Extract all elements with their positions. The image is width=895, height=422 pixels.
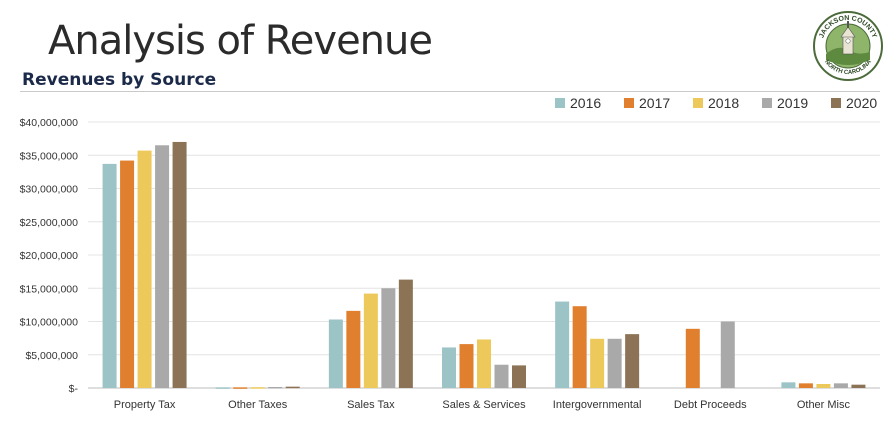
bar-2020 (512, 365, 526, 388)
y-tick-label: $- (69, 383, 79, 395)
y-axis-labels: $- $5,000,000 $10,000,000 $15,000,000 $20,00… (20, 117, 79, 395)
bar-2019 (381, 288, 396, 388)
bar-2018 (477, 339, 491, 388)
bar-2016 (102, 163, 117, 388)
x-axis-labels: Property Tax Other Taxes Sales Tax Sales & … (114, 399, 851, 411)
bar-2016 (442, 347, 456, 388)
title-divider (20, 91, 880, 92)
bar-2018 (250, 387, 265, 389)
legend-swatch-2016 (555, 98, 565, 108)
x-tick-label: Other Misc (797, 399, 851, 411)
bar-2020 (285, 386, 300, 389)
bar-2018 (363, 293, 378, 388)
bar-2017 (685, 328, 700, 388)
x-tick-label: Sales Tax (347, 399, 395, 411)
bar-2019 (720, 321, 735, 388)
bar-2017 (346, 310, 361, 388)
bar-2016 (215, 387, 230, 389)
x-tick-label: Sales & Services (442, 399, 526, 411)
bar-2020 (172, 141, 187, 388)
bar-2019 (155, 145, 170, 388)
legend-swatch-2020 (831, 98, 841, 108)
bar-2017 (120, 160, 135, 388)
legend-swatch-2019 (762, 98, 772, 108)
bar-2018 (137, 150, 152, 388)
bar-2017 (798, 383, 813, 388)
bar-2019 (268, 387, 283, 389)
legend-swatch-2017 (624, 98, 634, 108)
legend-label-2016: 2016 (570, 95, 601, 111)
y-tick-label: $20,000,000 (20, 250, 79, 262)
legend: 2016 2017 2018 2019 2020 (555, 95, 877, 111)
y-tick-label: $15,000,000 (20, 283, 79, 295)
bar-2019 (833, 383, 848, 388)
bar-2020 (851, 384, 866, 388)
bar-2019 (494, 364, 509, 388)
bar-2020 (625, 334, 640, 388)
x-tick-label: Intergovernmental (553, 399, 642, 411)
bar-2018 (816, 384, 831, 388)
legend-label-2017: 2017 (639, 95, 670, 111)
legend-label-2019: 2019 (777, 95, 808, 111)
bar-2017 (233, 387, 248, 389)
bar-2017 (459, 344, 474, 388)
legend-label-2020: 2020 (846, 95, 877, 111)
x-tick-label: Debt Proceeds (674, 399, 747, 411)
x-tick-label: Property Tax (114, 399, 176, 411)
county-seal-logo: JACKSON COUNTY NORTH CAROLINA (813, 11, 883, 81)
bars (102, 141, 866, 389)
y-tick-label: $30,000,000 (20, 184, 79, 196)
y-tick-label: $10,000,000 (20, 317, 79, 329)
bar-2016 (328, 319, 343, 388)
bar-2019 (607, 338, 622, 388)
page-title: Analysis of Revenue (48, 18, 433, 64)
y-tick-label: $25,000,000 (20, 217, 79, 229)
bar-2016 (781, 382, 796, 388)
y-tick-label: $40,000,000 (20, 117, 79, 129)
legend-label-2018: 2018 (708, 95, 739, 111)
bar-2016 (555, 301, 570, 388)
bar-2018 (590, 338, 605, 388)
bar-2017 (572, 306, 587, 388)
y-tick-label: $5,000,000 (25, 350, 78, 362)
chart-subtitle: Revenues by Source (22, 70, 217, 90)
x-tick-label: Other Taxes (228, 399, 288, 411)
bar-2020 (398, 279, 413, 388)
y-tick-label: $35,000,000 (20, 150, 79, 162)
legend-swatch-2018 (693, 98, 703, 108)
